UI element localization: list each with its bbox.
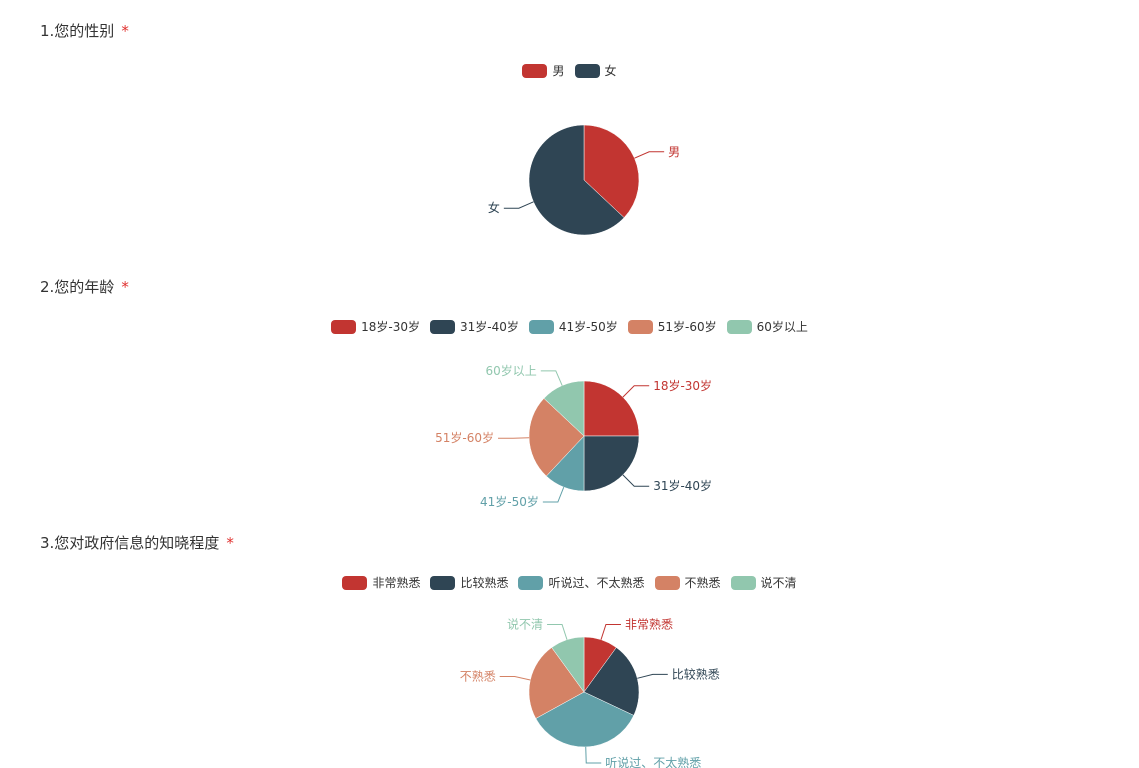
legend-label: 31岁-40岁 bbox=[459, 320, 519, 334]
pie-chart-age: 18岁-30岁 31岁-40岁 41岁-50岁 51岁-60岁 60岁以上 bbox=[435, 363, 712, 509]
legend-swatch bbox=[518, 575, 544, 590]
chart-legend: 18岁-30岁 31岁-40岁 41岁-50岁 51岁-60岁 60岁以上 bbox=[0, 318, 1139, 335]
required-asterisk: * bbox=[121, 278, 129, 296]
chart-legend: 男女 bbox=[0, 62, 1139, 79]
legend-swatch bbox=[730, 575, 756, 590]
pie-slice[interactable] bbox=[583, 124, 640, 219]
legend-label: 听说过、不太熟悉 bbox=[548, 576, 645, 590]
slice-label: 不熟悉 bbox=[460, 669, 496, 684]
chart-legend: 非常熟悉 比较熟悉 听说过、不太熟悉 不熟悉 说不清 bbox=[0, 574, 1139, 591]
label-leader-line bbox=[637, 673, 668, 679]
pie-slice[interactable] bbox=[528, 397, 585, 477]
legend-item[interactable]: 非常熟悉 bbox=[342, 574, 420, 591]
legend-label: 不熟悉 bbox=[684, 576, 721, 590]
slice-label: 比较熟悉 bbox=[672, 666, 720, 681]
legend-label: 60岁以上 bbox=[756, 320, 808, 334]
slice-label: 女 bbox=[488, 200, 500, 215]
slice-label: 说不清 bbox=[507, 616, 543, 631]
legend-label: 18岁-30岁 bbox=[361, 320, 420, 334]
slice-label: 男 bbox=[668, 145, 680, 159]
legend-item[interactable]: 说不清 bbox=[730, 574, 797, 591]
pie-slice[interactable] bbox=[551, 636, 585, 693]
label-leader-line bbox=[547, 623, 568, 640]
legend-label: 男 bbox=[552, 64, 565, 78]
legend-item[interactable]: 不熟悉 bbox=[654, 574, 721, 591]
slice-label: 41岁-50岁 bbox=[480, 494, 539, 509]
label-leader-line bbox=[503, 201, 534, 209]
required-asterisk: * bbox=[226, 534, 234, 552]
legend-swatch bbox=[522, 63, 548, 78]
question-title: 3.您对政府信息的知晓程度 * bbox=[40, 534, 234, 552]
legend-swatch bbox=[627, 319, 653, 334]
legend-label: 非常熟悉 bbox=[372, 576, 421, 590]
pie-slice[interactable] bbox=[528, 647, 585, 719]
label-leader-line bbox=[499, 676, 531, 681]
legend-label: 女 bbox=[604, 64, 617, 78]
label-leader-line bbox=[542, 486, 565, 503]
legend-item[interactable]: 男 bbox=[522, 62, 565, 79]
label-leader-line bbox=[498, 437, 530, 439]
legend-item[interactable]: 女 bbox=[574, 62, 617, 79]
question-title: 2.您的年龄 * bbox=[40, 278, 129, 296]
legend-swatch bbox=[528, 319, 554, 334]
legend-swatch bbox=[654, 575, 680, 590]
required-asterisk: * bbox=[121, 22, 129, 40]
slice-label: 非常熟悉 bbox=[625, 616, 673, 631]
legend-item[interactable]: 听说过、不太熟悉 bbox=[518, 574, 645, 591]
question-3: 3.您对政府信息的知晓程度 * 非常熟悉 比较熟悉 听说过、不太熟悉 不熟悉 说不清 非常… bbox=[0, 512, 1139, 768]
legend-item[interactable]: 18岁-30岁 bbox=[331, 318, 420, 335]
legend-label: 41岁-50岁 bbox=[558, 320, 618, 334]
legend-item[interactable]: 60岁以上 bbox=[726, 318, 808, 335]
slice-label: 听说过、不太熟悉 bbox=[605, 755, 701, 768]
label-leader-line bbox=[540, 370, 563, 386]
label-leader-line bbox=[622, 385, 650, 398]
legend-swatch bbox=[574, 63, 600, 78]
question-title: 1.您的性别 * bbox=[40, 22, 129, 40]
legend-swatch bbox=[430, 575, 456, 590]
label-leader-line bbox=[600, 623, 621, 640]
label-leader-line bbox=[622, 474, 650, 487]
legend-label: 说不清 bbox=[760, 576, 797, 590]
legend-item[interactable]: 31岁-40岁 bbox=[429, 318, 519, 335]
question-1: 1.您的性别 * 男女 男女 bbox=[0, 0, 1139, 256]
pie-chart-gender: 男女 bbox=[488, 124, 680, 236]
slice-label: 31岁-40岁 bbox=[653, 478, 712, 493]
question-2: 2.您的年龄 * 18岁-30岁 31岁-40岁 41岁-50岁 51岁-60岁 60岁以… bbox=[0, 256, 1139, 512]
slice-label: 60岁以上 bbox=[486, 363, 537, 378]
legend-label: 比较熟悉 bbox=[460, 576, 509, 590]
legend-label: 51岁-60岁 bbox=[657, 320, 717, 334]
legend-swatch bbox=[726, 319, 752, 334]
slice-label: 18岁-30岁 bbox=[653, 378, 712, 393]
legend-swatch bbox=[429, 319, 455, 334]
pie-slice[interactable] bbox=[543, 380, 585, 437]
legend-swatch bbox=[331, 319, 357, 334]
legend-swatch bbox=[342, 575, 368, 590]
legend-item[interactable]: 51岁-60岁 bbox=[627, 318, 717, 335]
slice-label: 51岁-60岁 bbox=[435, 430, 494, 445]
legend-item[interactable]: 比较熟悉 bbox=[430, 574, 508, 591]
legend-item[interactable]: 41岁-50岁 bbox=[528, 318, 618, 335]
label-leader-line bbox=[634, 151, 665, 159]
